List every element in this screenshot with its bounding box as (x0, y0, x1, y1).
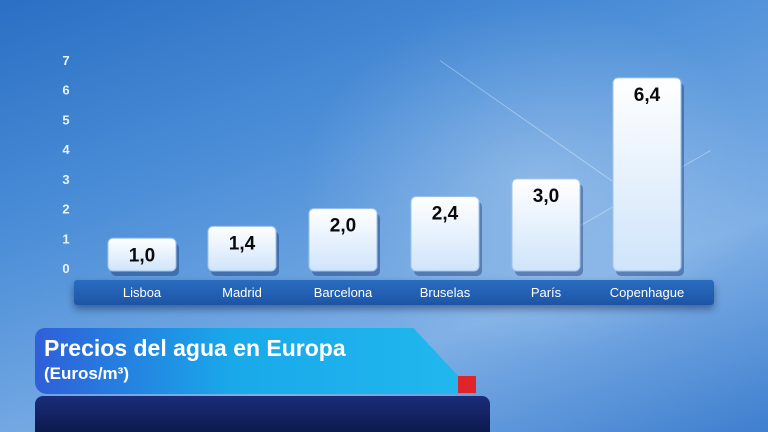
y-tick-label: 7 (62, 53, 69, 68)
y-tick-label: 0 (62, 261, 69, 276)
x-category-label: París (531, 285, 562, 300)
title-banner (35, 328, 475, 394)
bar (308, 208, 378, 272)
bar (107, 237, 177, 272)
bar-value-label: 2,0 (330, 216, 356, 237)
x-category-label: Bruselas (420, 285, 471, 300)
bar (410, 196, 480, 272)
x-category-label: Copenhague (610, 285, 684, 300)
bar-value-label: 3,0 (533, 186, 559, 207)
bar-value-label: 2,4 (432, 204, 459, 225)
bar (612, 77, 682, 272)
y-tick-label: 1 (62, 231, 69, 246)
x-category-label: Lisboa (123, 285, 162, 300)
bar-value-label: 6,4 (634, 85, 661, 106)
bar-value-label: 1,0 (129, 245, 155, 266)
red-accent (458, 376, 476, 393)
y-tick-label: 2 (62, 202, 69, 217)
y-tick-label: 6 (62, 83, 69, 98)
lower-panel (35, 396, 490, 432)
x-category-label: Madrid (222, 285, 262, 300)
bar-value-label: 1,4 (229, 233, 256, 254)
x-axis-band (74, 280, 714, 305)
y-tick-label: 5 (62, 112, 69, 127)
y-tick-label: 4 (62, 142, 70, 157)
bar (511, 178, 581, 272)
chart-subtitle: (Euros/m³) (44, 364, 129, 383)
y-tick-label: 3 (62, 172, 69, 187)
x-category-label: Barcelona (314, 285, 373, 300)
bar (207, 225, 277, 272)
chart-title: Precios del agua en Europa (44, 335, 346, 361)
